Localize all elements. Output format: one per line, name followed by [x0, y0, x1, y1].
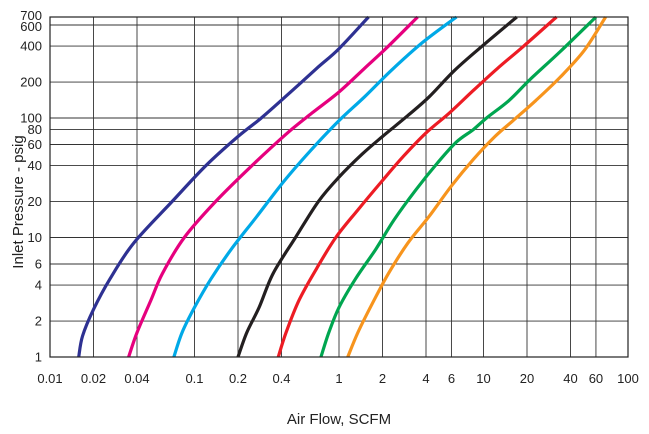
- x-tick-label: 0.02: [81, 371, 106, 386]
- plot-frame: [49, 16, 629, 358]
- series-line-1: [77, 15, 370, 358]
- x-tick-label: 0.01: [37, 371, 62, 386]
- y-tick-label: 80: [28, 122, 42, 137]
- x-tick-label: 4: [422, 371, 429, 386]
- series-layer: [77, 15, 607, 358]
- x-tick-label: 60: [589, 371, 603, 386]
- x-tick-label: 10: [476, 371, 490, 386]
- y-tick-label: 4: [35, 278, 42, 293]
- x-tick-label: 20: [520, 371, 534, 386]
- tick-labels: 0.01 0.02 0.04 0.1 0.2 0.4 1 2 4 6 10 20 40 60 100 1 2 4 6…: [20, 8, 639, 386]
- y-tick-label: 10: [28, 230, 42, 245]
- y-tick-label: 700: [20, 8, 42, 23]
- y-tick-label: 6: [35, 257, 42, 272]
- series-line-5: [276, 15, 558, 358]
- series-line-7: [346, 16, 607, 358]
- y-tick-label: 1: [35, 350, 42, 365]
- y-tick-label: 40: [28, 158, 42, 173]
- x-tick-label: 0.04: [124, 371, 149, 386]
- y-tick-label: 2: [35, 314, 42, 329]
- series-line-4: [236, 15, 518, 358]
- y-tick-label: 100: [20, 110, 42, 125]
- y-tick-label: 200: [20, 75, 42, 90]
- x-tick-label: 0.1: [185, 371, 203, 386]
- y-tick-label: 600: [20, 19, 42, 34]
- series-line-6: [319, 15, 598, 358]
- x-tick-label: 1: [335, 371, 342, 386]
- y-axis-label: Inlet Pressure - psig: [10, 135, 27, 268]
- y-tick-label: 60: [28, 137, 42, 152]
- x-tick-label: 40: [563, 371, 577, 386]
- series-line-3: [172, 15, 458, 358]
- series-line-2: [127, 15, 419, 358]
- y-tick-label: 20: [28, 194, 42, 209]
- x-tick-label: 100: [617, 371, 639, 386]
- x-tick-label: 6: [448, 371, 455, 386]
- x-axis-label: Air Flow, SCFM: [287, 411, 391, 428]
- x-tick-label: 2: [379, 371, 386, 386]
- x-tick-label: 0.4: [272, 371, 290, 386]
- x-tick-label: 0.2: [229, 371, 247, 386]
- y-tick-label: 400: [20, 39, 42, 54]
